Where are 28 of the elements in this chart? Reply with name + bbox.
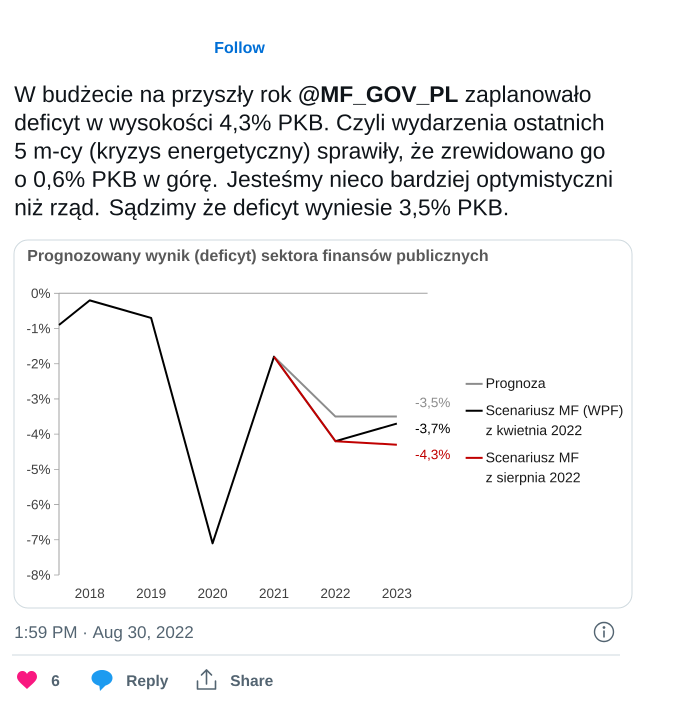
text: W budżecie na przyszły rok @MF_GOV_PL zaplanowało deficyt w wysokości 4,3% PKB. Czyli wydarzenia ostatnich 5 m-cy (kryzys energetyczny) sprawiły, że zrewidowano go o 0,6% PKB w górę. Jesteśmy nieco bardziej optymistyczni niż rząd. Sądzimy że deficyt wyniesie 3,5% PKB.	[14, 85, 612, 220]
y-tick-label: -7%	[27, 535, 50, 545]
y-tick-label: -6%	[27, 500, 50, 510]
y-tick-label: 0%	[32, 288, 50, 298]
x-tick-label: 2023	[382, 588, 412, 598]
y-tick-label: -1%	[27, 324, 50, 334]
x-tick-label: 2020	[198, 588, 228, 598]
text: Follow	[215, 41, 265, 54]
y-tick-label: -5%	[27, 464, 50, 474]
x-tick-label: 2019	[136, 588, 166, 598]
x-tick-label: 2021	[260, 588, 288, 598]
y-tick-label: -4%	[27, 429, 50, 439]
data-label: -4,3%	[416, 450, 450, 461]
data-label: -3,7%	[416, 424, 450, 435]
text: 6	[52, 675, 60, 686]
chart-title: Prognozowany wynik (deficyt) sektora finansów publicznych	[28, 249, 488, 264]
y-tick-label: -8%	[27, 570, 50, 580]
y-tick-label: -2%	[27, 358, 50, 368]
legend-label: Scenariusz MF (WPF) z kwietnia 2022	[486, 404, 622, 436]
text: Reply	[127, 674, 168, 690]
text: 1:59 PM · Aug 30, 2022	[16, 626, 193, 642]
data-label: -3,5%	[416, 398, 450, 409]
legend-label: Scenariusz MF z sierpnia 2022	[486, 452, 580, 486]
x-tick-label: 2022	[321, 588, 350, 598]
y-tick-label: -3%	[27, 394, 50, 404]
x-tick-label: 2018	[75, 588, 104, 598]
legend-label: Prognoza	[486, 378, 546, 391]
text: Share	[230, 674, 273, 686]
